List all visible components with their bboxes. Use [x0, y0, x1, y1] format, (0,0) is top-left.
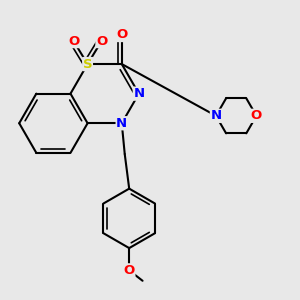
Text: N: N	[210, 109, 221, 122]
Text: O: O	[68, 34, 79, 48]
Text: S: S	[83, 58, 92, 70]
Text: N: N	[116, 117, 127, 130]
Text: O: O	[96, 34, 107, 48]
Text: O: O	[116, 28, 128, 41]
Text: O: O	[251, 109, 262, 122]
Text: N: N	[133, 87, 144, 100]
Text: O: O	[124, 264, 135, 277]
